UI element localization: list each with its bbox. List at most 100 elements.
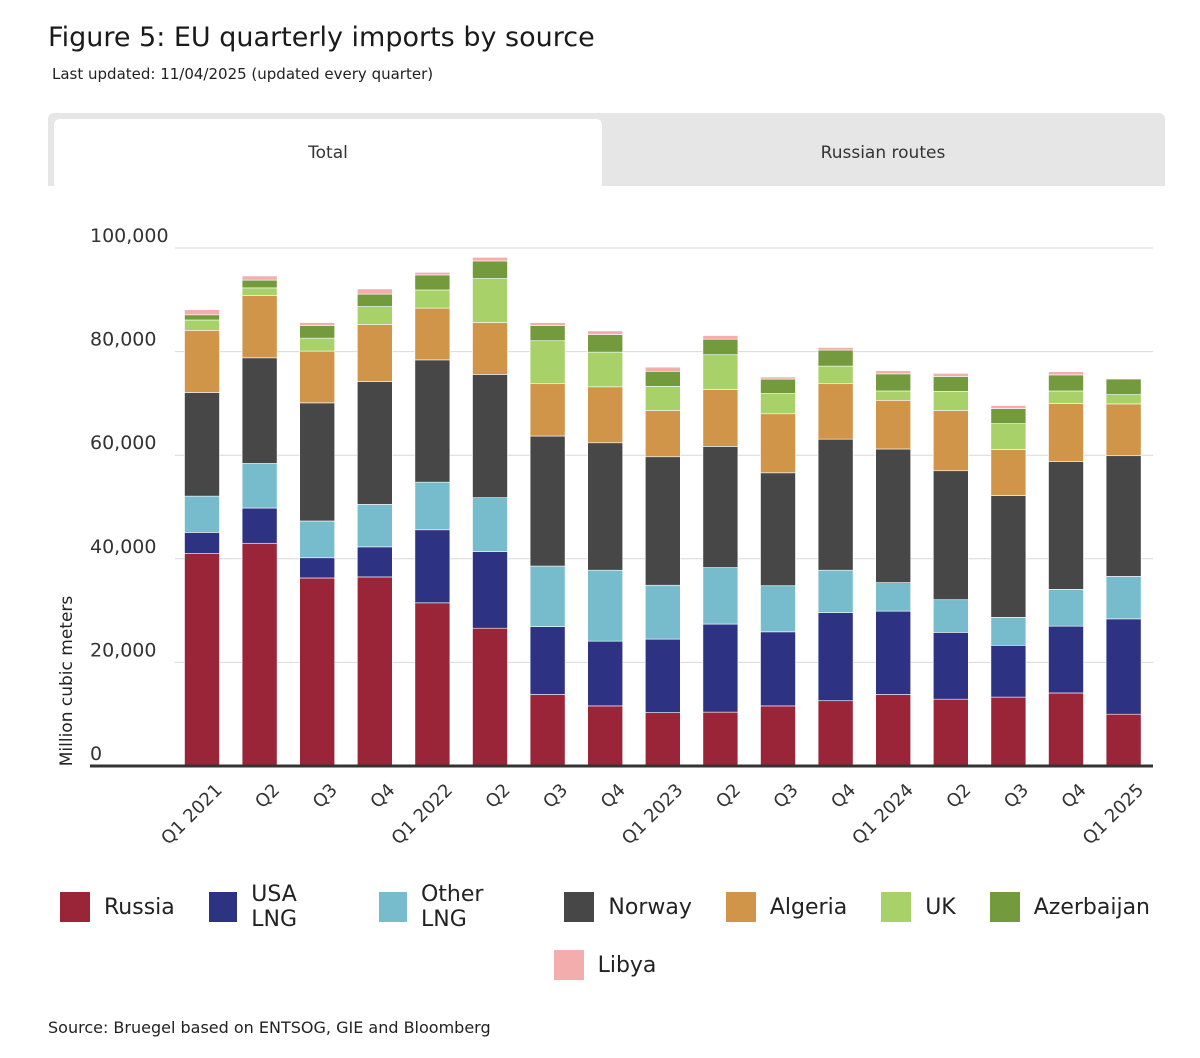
legend-item-norway[interactable]: Norway (564, 882, 692, 932)
x-tick-label: Q1 2022 (388, 780, 457, 849)
bar-segment-algeria (760, 413, 796, 474)
x-tick-label: Q3 (1000, 780, 1033, 813)
legend-swatch (60, 892, 90, 922)
bar-segment-azerbaijan (356, 293, 393, 307)
bar-segment-usa-lng (414, 529, 451, 604)
bar-segment-uk (241, 287, 278, 296)
y-tick-label: 60,000 (90, 432, 156, 454)
bar-segment-azerbaijan (184, 314, 220, 321)
source-note: Source: Bruegel based on ENTSOG, GIE and… (48, 1018, 491, 1037)
bar-segment-azerbaijan (414, 274, 451, 291)
bar-segment-norway (472, 374, 508, 498)
legend-label: Other LNG (420, 882, 484, 932)
bar-segment-russia (644, 712, 681, 767)
bar-segment-russia (1048, 692, 1084, 767)
bar-segment-azerbaijan (529, 325, 566, 342)
legend-item-russia[interactable]: Russia (60, 882, 175, 932)
bar-segment-russia (529, 694, 566, 767)
x-tick-label: Q2 (251, 780, 284, 813)
bar-segment-azerbaijan (241, 279, 278, 289)
legend-swatch (553, 950, 584, 980)
bar-segment-usa-lng (990, 645, 1027, 698)
bar-segment-russia (817, 700, 854, 767)
bar-segment-azerbaijan (587, 334, 624, 353)
y-tick-label: 0 (90, 743, 102, 765)
bar-segment-uk (299, 337, 336, 352)
x-tick-label: Q2 (482, 780, 515, 813)
x-tick-label: Q4 (827, 780, 860, 813)
x-tick-label: Q3 (539, 780, 572, 813)
bar-segment-norway (414, 359, 451, 483)
bar-segment-usa-lng (1105, 618, 1142, 715)
bar-segment-russia (299, 577, 336, 767)
bar-segment-algeria (990, 449, 1027, 496)
bar-segment-libya (932, 373, 969, 377)
legend-swatch (725, 892, 756, 922)
bar-segment-azerbaijan (875, 373, 912, 392)
bar-segment-other-lng (356, 504, 393, 548)
bar-segment-uk (184, 319, 220, 331)
bar-segment-russia (241, 542, 278, 767)
bar-segment-algeria (875, 399, 912, 450)
bar-segment-usa-lng (472, 551, 508, 629)
bar-segment-azerbaijan (817, 349, 854, 367)
y-tick-label: 80,000 (90, 329, 156, 351)
bar-segment-azerbaijan (1048, 374, 1084, 392)
legend-item-usa-lng[interactable]: USA LNG (208, 882, 345, 932)
bar-segment-azerbaijan (1105, 378, 1142, 395)
bar-segment-libya (1048, 371, 1084, 376)
legend-item-other-lng[interactable]: Other LNG (378, 882, 531, 932)
bar-segment-russia (932, 698, 969, 767)
bar-segment-azerbaijan (644, 370, 681, 387)
bar-segment-usa-lng (529, 626, 566, 695)
bar-segment-russia (702, 711, 739, 767)
bar-segment-azerbaijan (472, 260, 508, 279)
bar-segment-norway (1048, 461, 1084, 590)
bar-segment-usa-lng (760, 631, 796, 707)
chart-title: Figure 5: EU quarterly imports by source (48, 22, 595, 53)
y-tick-label: 40,000 (90, 536, 156, 558)
bar-segment-norway (356, 381, 393, 505)
bar-segment-other-lng (817, 569, 854, 613)
bar-segment-libya (299, 322, 336, 326)
legend-swatch (564, 892, 595, 922)
bar-segment-usa-lng (587, 640, 624, 707)
tab-total[interactable]: Total (54, 119, 602, 186)
legend-item-uk[interactable]: UK (881, 882, 956, 932)
bar-segment-norway (1105, 455, 1142, 577)
legend-item-algeria[interactable]: Algeria (725, 882, 847, 932)
legend: Russia USA LNG Other LNG Norway Algeria UK Aze… (60, 882, 1150, 998)
x-tick-label: Q1 2021 (157, 780, 226, 849)
legend-label: Azerbaijan (1033, 894, 1150, 920)
bar-segment-norway (990, 495, 1027, 618)
bar-segment-libya (817, 347, 854, 351)
bar-segment-algeria (356, 324, 393, 382)
x-tick-label: Q1 2025 (1079, 780, 1148, 849)
legend-swatch (989, 892, 1020, 922)
bar-segment-uk (932, 391, 969, 411)
legend-item-azerbaijan[interactable]: Azerbaijan (989, 882, 1150, 932)
bar-segment-azerbaijan (760, 378, 796, 394)
legend-label: Norway (608, 894, 692, 920)
bar-segment-uk (1105, 394, 1142, 405)
legend-row: Russia USA LNG Other LNG Norway Algeria UK Aze… (60, 882, 1150, 932)
bar-segment-other-lng (184, 495, 220, 533)
bar-segment-uk (760, 393, 796, 415)
bar-segment-usa-lng (1048, 625, 1084, 694)
bar-segment-azerbaijan (990, 408, 1027, 424)
bar-segment-norway (184, 392, 220, 497)
tab-russian-routes[interactable]: Russian routes (820, 142, 946, 163)
bar-segment-uk (414, 289, 451, 309)
bar-segment-usa-lng (817, 612, 854, 702)
legend-item-libya[interactable]: Libya (553, 950, 656, 980)
bar-segment-russia (875, 694, 912, 767)
bar-segment-other-lng (472, 497, 508, 552)
bar-segment-algeria (299, 350, 336, 404)
x-tick-label: Q2 (942, 780, 975, 813)
bar-segment-libya (356, 288, 393, 295)
bar-segment-uk (990, 423, 1027, 450)
bar-segment-usa-lng (702, 623, 739, 713)
bar-segment-algeria (529, 383, 566, 437)
bar-segment-other-lng (702, 567, 739, 625)
bar-segment-usa-lng (299, 557, 336, 579)
